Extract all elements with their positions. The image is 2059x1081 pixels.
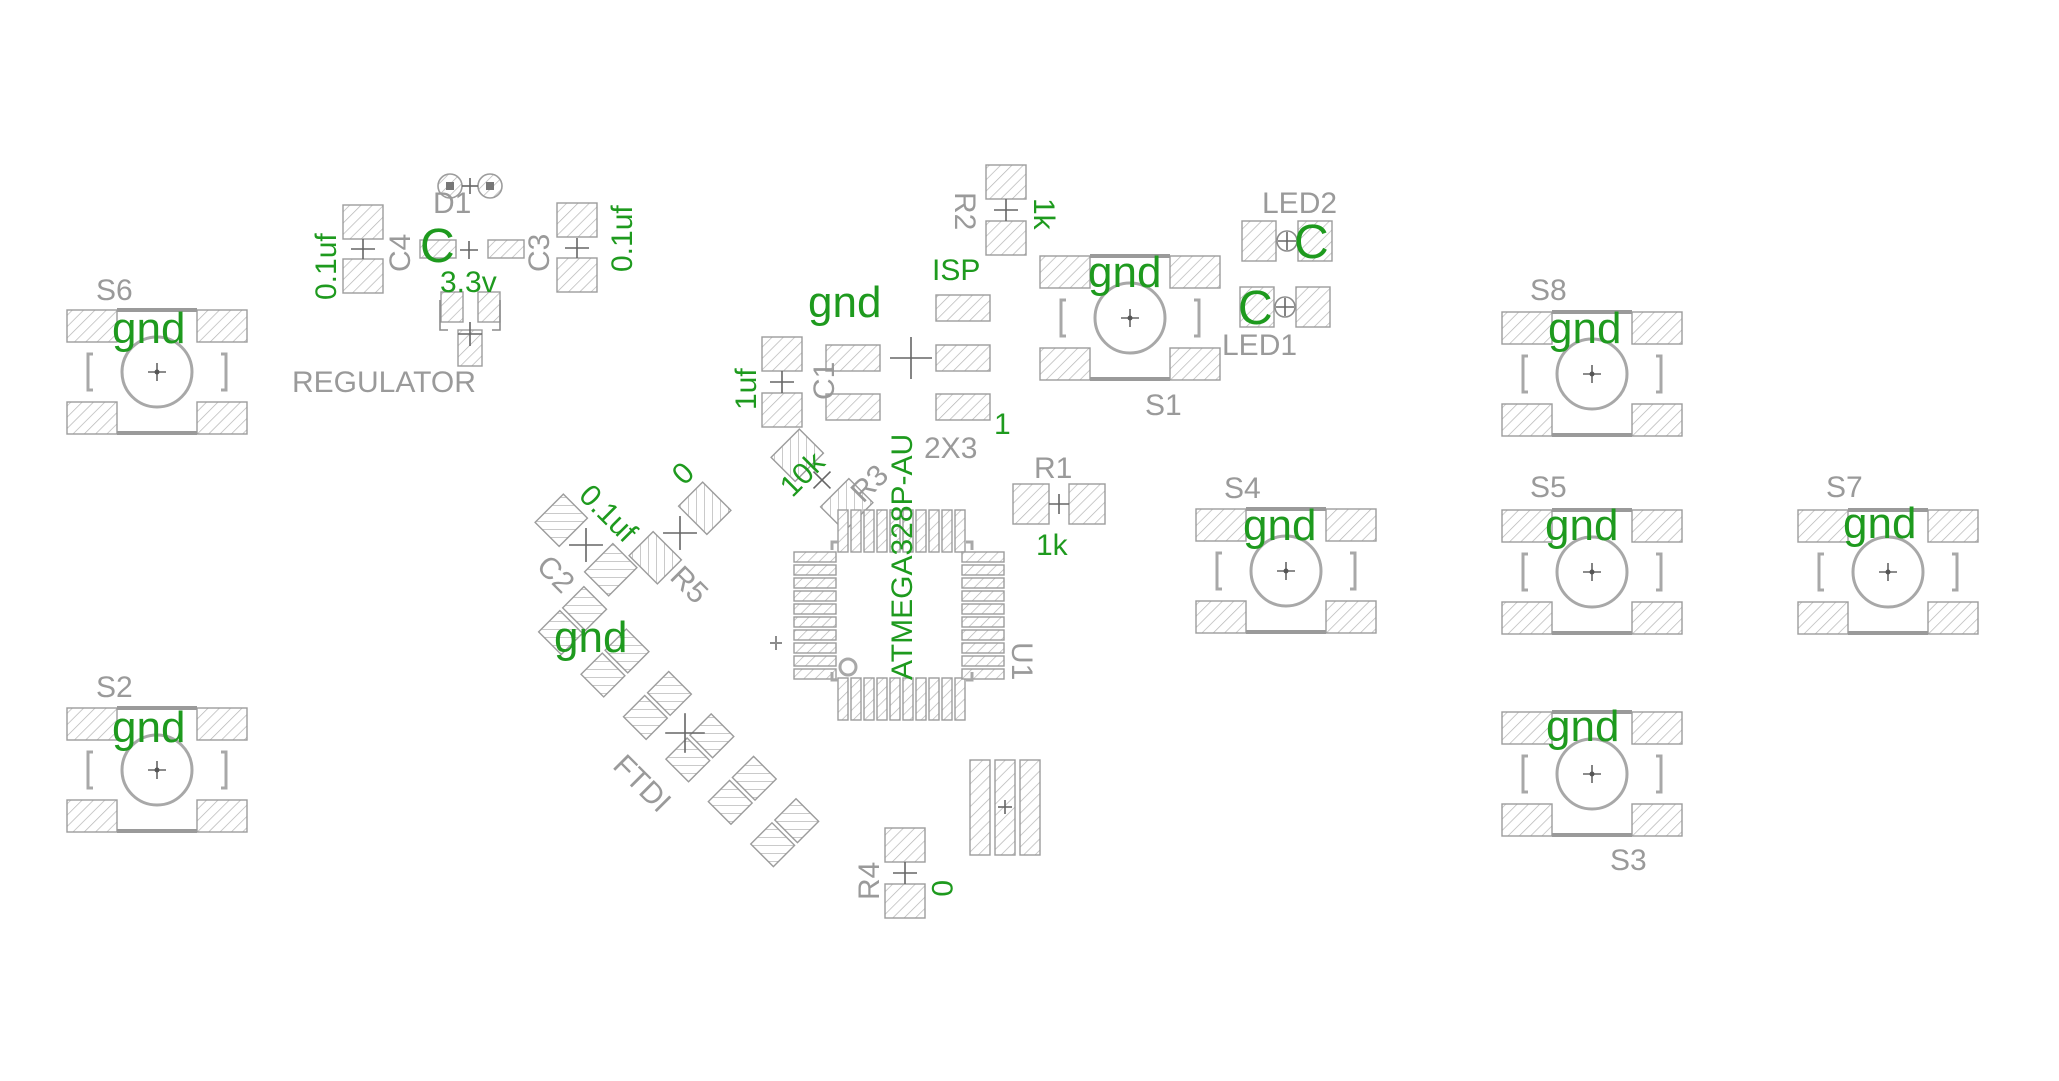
switch-ref-label: S2: [96, 671, 133, 704]
resistor-ref-label: R4: [853, 862, 886, 900]
switch-net-label: gnd: [1546, 702, 1619, 751]
switch-ref-label: S1: [1145, 389, 1182, 422]
resistor-value-label: 0: [925, 880, 958, 897]
resistor-r4: R4 0: [853, 827, 958, 919]
capacitor-ref-label: C4: [384, 234, 417, 272]
regulator-u2: C 3.3v REGULATOR: [292, 220, 525, 399]
mcu-bottom-pins: [837, 677, 966, 721]
resistor-ref-label: R2: [948, 192, 981, 230]
isp-header: ISP gnd 2X3 1: [808, 254, 1011, 465]
switch-ref-label: S7: [1826, 471, 1863, 504]
switch-ref-label: S4: [1224, 472, 1261, 505]
resistor-value-label: 1k: [1027, 198, 1060, 231]
switch-net-label: gnd: [1088, 248, 1161, 297]
isp-pin1-label: 1: [994, 408, 1011, 441]
switch-ref-label: S3: [1610, 844, 1647, 877]
isp-net-label: gnd: [808, 278, 881, 327]
diode-d1: D1: [433, 173, 503, 220]
switch-s2: S2 gnd: [65, 671, 249, 834]
switch-net-label: gnd: [112, 304, 185, 353]
capacitor-value-label: 1uf: [730, 368, 763, 410]
resistor-value-label: 0: [666, 456, 701, 491]
switch-s1: S1 gnd: [1038, 248, 1222, 422]
switch-net-label: gnd: [1243, 501, 1316, 550]
switch-ref-label: S6: [96, 274, 133, 307]
resistor-r1: R1 1k: [1012, 452, 1106, 562]
led-ref-label: LED1: [1222, 329, 1297, 362]
switch-s7: S7 gnd: [1796, 471, 1980, 636]
diode-ref-label: D1: [433, 187, 471, 220]
switch-ref-label: S5: [1530, 471, 1567, 504]
switch-s6: S6 gnd: [65, 274, 249, 436]
switch-net-label: gnd: [112, 703, 185, 752]
capacitor-ref-label: C1: [808, 362, 841, 400]
led-ref-label: LED2: [1262, 187, 1337, 220]
mcu-right-pins: [961, 551, 1005, 680]
led-polarity-mark: C: [1294, 216, 1329, 269]
led1: C LED1: [1222, 282, 1331, 362]
resistor-r3: 10k R3: [770, 428, 895, 532]
regulator-value-label: 3.3v: [440, 266, 497, 299]
switch-net-label: gnd: [1548, 304, 1621, 353]
capacitor-ref-label: C2: [530, 549, 580, 599]
switch-s3: S3 gnd: [1500, 702, 1684, 877]
capacitor-c1: 1uf C1: [730, 336, 841, 428]
switch-net-label: gnd: [1843, 499, 1916, 548]
isp-package-label: 2X3: [924, 432, 977, 465]
mcu-ref-label: U1: [1005, 642, 1038, 680]
resistor-value-label: 1k: [1036, 529, 1069, 562]
switch-s4: S4 gnd: [1194, 472, 1378, 635]
led-polarity-mark: C: [1238, 282, 1273, 335]
regulator-pin-mark: C: [420, 220, 455, 273]
switch-net-label: gnd: [1545, 501, 1618, 550]
switch-s8: S8 gnd: [1500, 274, 1684, 438]
ftdi-header: FTDI: [537, 585, 820, 868]
resistor-ref-label: R1: [1034, 452, 1072, 485]
mcu-top-pins: [837, 509, 966, 553]
mcu-left-pins: [793, 551, 837, 680]
capacitor-c3: C3 0.1uf: [523, 202, 639, 293]
mcu-value-label: ATMEGA328P-AU: [886, 434, 919, 680]
resistor-r2: R2 1k: [948, 164, 1060, 256]
mcu-u1: ATMEGA328P-AU U1: [770, 434, 1038, 721]
crystal-footprint: [969, 759, 1041, 856]
capacitor-ref-label: C3: [523, 234, 556, 272]
capacitor-value-label: 0.1uf: [310, 233, 343, 300]
regulator-ref-label: REGULATOR: [292, 366, 476, 399]
switch-ref-label: S8: [1530, 274, 1567, 307]
capacitor-value-label: 0.1uf: [606, 205, 639, 272]
led2: C LED2: [1241, 187, 1337, 269]
capacitor-c4: 0.1uf C4: [310, 204, 417, 300]
switch-s5: S5 gnd: [1500, 471, 1684, 636]
isp-name-label: ISP: [932, 254, 980, 287]
ftdi-net-label: gnd: [554, 613, 627, 662]
